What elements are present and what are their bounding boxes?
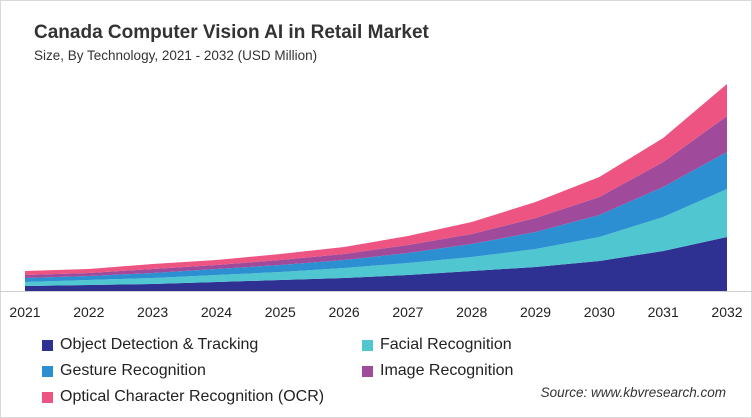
x-tick-label: 2021 [9,304,40,320]
legend-swatch [42,391,53,403]
chart-title: Canada Computer Vision AI in Retail Mark… [34,22,429,43]
legend-swatch [42,339,53,351]
x-tick-label: 2028 [456,304,487,320]
legend-item: Facial Recognition [362,336,512,354]
x-tick-label: 2029 [520,304,551,320]
x-tick-label: 2023 [137,304,168,320]
legend-item: Optical Character Recognition (OCR) [42,388,324,406]
legend-item: Image Recognition [362,362,513,380]
legend-label: Object Detection & Tracking [60,336,259,353]
legend-label: Image Recognition [380,362,514,379]
legend-item: Object Detection & Tracking [42,336,258,354]
legend-swatch [362,339,373,351]
legend-label: Optical Character Recognition (OCR) [60,388,325,405]
area-series-1 [25,189,727,286]
x-tick-label: 2031 [648,304,679,320]
legend-label: Gesture Recognition [60,362,206,379]
x-tick-label: 2026 [329,304,360,320]
x-tick-label: 2032 [711,304,742,320]
x-tick-label: 2022 [73,304,104,320]
x-tick-label: 2027 [392,304,423,320]
x-tick-label: 2025 [265,304,296,320]
chart-subtitle: Size, By Technology, 2021 - 2032 (USD Mi… [34,48,318,63]
x-tick-label: 2030 [584,304,615,320]
source-note: Source: www.kbvresearch.com [540,385,726,400]
x-tick-label: 2024 [201,304,232,320]
legend-swatch [42,365,53,377]
area-series-0 [25,237,727,291]
legend-item: Gesture Recognition [42,362,206,380]
legend-swatch [362,365,373,377]
legend-label: Facial Recognition [380,336,512,353]
